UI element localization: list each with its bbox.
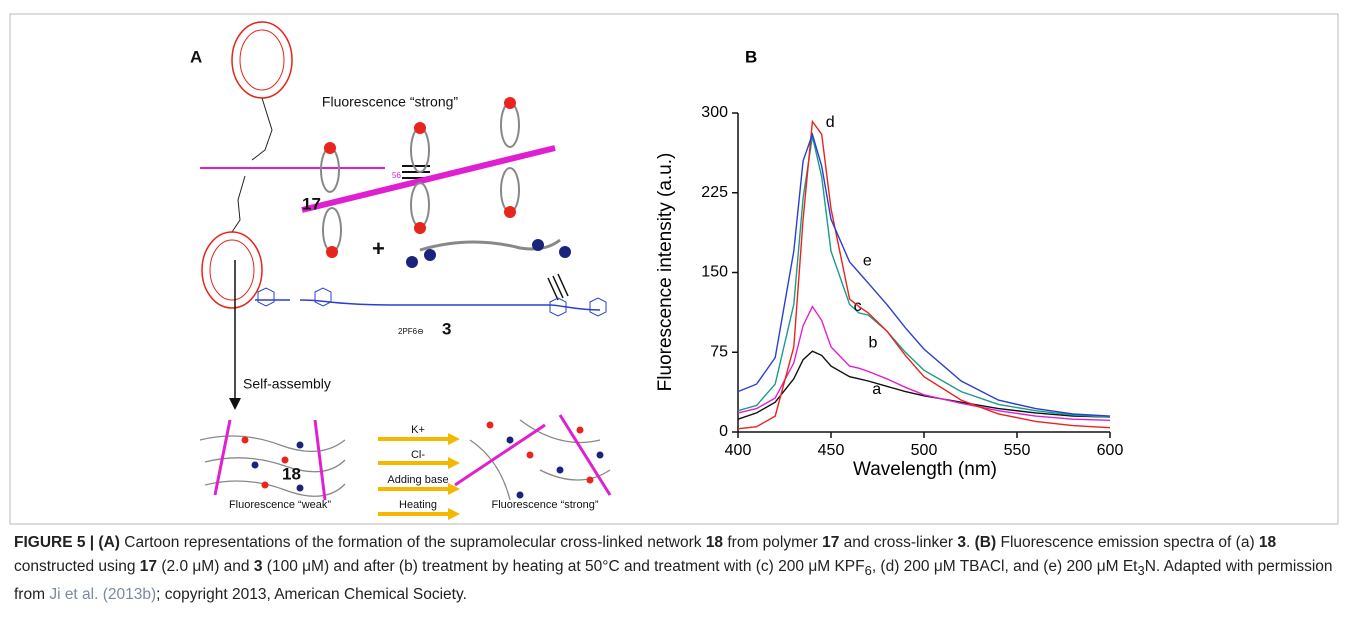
caption-run: ; copyright 2013, American Chemical Soci… — [156, 586, 467, 604]
x-axis-label: Wavelength (nm) — [853, 459, 997, 480]
x-tick-label: 550 — [1004, 442, 1031, 459]
stimulus-label: Cl- — [411, 449, 425, 461]
spectrum-line — [737, 136, 1111, 418]
caption-run: and cross-linker — [839, 534, 958, 551]
caption-run: 18 — [1258, 534, 1277, 551]
caption-run: (100 μM) and after (b) treatment by heat… — [262, 558, 865, 575]
citation-link[interactable]: Ji et al. (2013b) — [49, 586, 157, 604]
caption-run: 3 — [1137, 563, 1145, 579]
stimulus-label: K+ — [411, 424, 425, 436]
caption-run: N. Adapted with permission from — [14, 558, 1333, 604]
stimulus-label: Heating — [399, 499, 437, 511]
y-axis-label: Fluorescence intensity (a.u.) — [655, 153, 676, 392]
compound-label: 3 — [442, 319, 451, 338]
caption-run: Fluorescence emission spectra of (a) — [996, 534, 1259, 551]
stimulus-label: Adding base — [387, 474, 448, 486]
caption-run: (B) — [974, 534, 997, 551]
caption-run: Cartoon representations of the formation… — [119, 534, 706, 551]
y-tick-label: 150 — [701, 264, 728, 281]
x-tick-label: 600 — [1097, 442, 1124, 459]
caption-run: 3 — [253, 558, 263, 575]
caption-run: 18 — [705, 534, 724, 551]
caption-run: 17 — [822, 534, 840, 551]
figure-caption: FIGURE 5 | (A) Cartoon representations o… — [14, 531, 1334, 607]
figure-frame — [9, 13, 1339, 525]
repeat-label: 56 — [392, 171, 401, 180]
curve-label: e — [863, 252, 872, 269]
panel-label: B — [745, 47, 757, 66]
caption-run: (2.0 μM) and — [157, 558, 254, 575]
caption-text: Fluorescence “strong” — [492, 499, 599, 511]
curve-label: b — [868, 334, 877, 351]
y-tick-label: 300 — [701, 104, 728, 121]
curve-label: d — [826, 114, 835, 131]
curve-label: c — [854, 298, 862, 315]
caption-run: 3 — [957, 534, 967, 551]
compound-label: 17 — [302, 194, 321, 213]
plus-sign: + — [372, 236, 385, 261]
caption-run: FIGURE 5 | (A) — [14, 534, 120, 551]
caption-run: . — [966, 534, 975, 551]
caption-text: Fluorescence “strong” — [322, 94, 459, 110]
x-tick-label: 400 — [725, 442, 752, 459]
panel-a-art — [199, 21, 612, 520]
y-tick-label: 75 — [710, 343, 728, 360]
x-tick-label: 450 — [818, 442, 845, 459]
y-tick-label: 0 — [719, 423, 728, 440]
caption-run: 17 — [139, 558, 158, 575]
compound-label: 18 — [282, 464, 301, 483]
caption-run: , (d) 200 μM TBACl, and (e) 200 μM Et — [871, 558, 1138, 575]
x-tick-label: 500 — [911, 442, 938, 459]
panel-label: A — [190, 47, 202, 66]
spectrum-line — [737, 305, 1111, 421]
y-tick-label: 225 — [701, 184, 728, 201]
figure: A Fluorescence “strong” 56 17 + 2PF6⊖ 3 … — [9, 13, 1339, 525]
arrow-label: Self-assembly — [243, 376, 331, 392]
spectrum-line — [737, 119, 1111, 430]
spectrum-line — [737, 350, 1111, 420]
plot: 0 75 150 225 300 400 450 500 550 600 a b c d e — [701, 104, 1123, 459]
caption-run: 6 — [864, 563, 872, 579]
spectrum-line — [737, 132, 1111, 417]
curve-label: a — [872, 381, 881, 398]
caption-text: Fluorescence “weak” — [229, 499, 331, 511]
caption-run: from polymer — [723, 534, 823, 551]
salt-label: 2PF6⊖ — [398, 327, 424, 336]
caption-run: constructed using — [14, 558, 140, 575]
